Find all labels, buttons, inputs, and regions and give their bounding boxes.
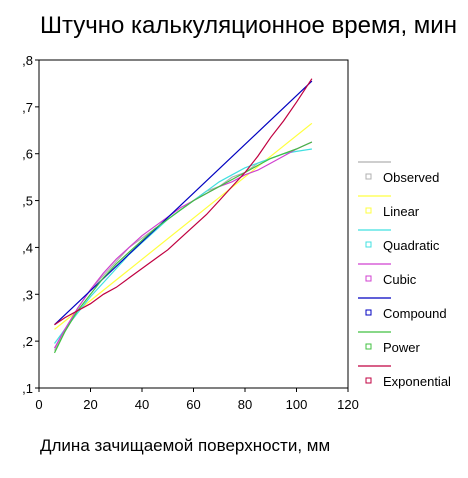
series-layer — [53, 78, 313, 354]
axes: 0 20 40 60 80 100 120 ,1 ,2 ,3 ,4 ,5 ,6 ,7 ,8 — [22, 53, 359, 412]
x-tick-label: 20 — [83, 397, 97, 412]
y-tick-label: ,1 — [22, 381, 33, 396]
x-tick-label: 100 — [286, 397, 308, 412]
y-tick-label: ,8 — [22, 53, 33, 68]
legend-label-power: Power — [383, 340, 421, 355]
y-tick-label: ,6 — [22, 147, 33, 162]
legend-label-exponential: Exponential — [383, 374, 451, 389]
legend-label-linear: Linear — [383, 204, 420, 219]
legend-marker-cubic — [365, 275, 372, 282]
series-line-observed — [53, 141, 313, 351]
x-tick-label: 80 — [238, 397, 252, 412]
chart-title: Штучно калькуляционное время, мин — [40, 12, 457, 39]
x-axis-label: Длина зачищаемой поверхности, мм — [40, 436, 331, 455]
legend-label-quadratic: Quadratic — [383, 238, 440, 253]
y-tick-label: ,5 — [22, 194, 33, 209]
y-tick-label: ,3 — [22, 287, 33, 302]
y-tick-label: ,4 — [22, 240, 33, 255]
series-line-quadratic — [54, 148, 312, 344]
legend-marker-compound — [365, 309, 372, 316]
legend-marker-observed — [365, 173, 372, 180]
series-line-cubic — [53, 141, 313, 349]
y-tick-label: ,2 — [22, 334, 33, 349]
x-tick-label: 40 — [135, 397, 149, 412]
series-line-exponential — [54, 78, 313, 326]
x-tick-label: 120 — [337, 397, 359, 412]
x-tick-label: 0 — [35, 397, 42, 412]
x-tick-label: 60 — [186, 397, 200, 412]
y-tick-label: ,7 — [22, 100, 33, 115]
series-line-linear — [54, 122, 313, 330]
legend-label-cubic: Cubic — [383, 272, 417, 287]
legend-label-compound: Compound — [383, 306, 447, 321]
legend: Observed Linear Quadratic Cubic Compound Powe… — [358, 161, 451, 389]
series-line-compound — [54, 80, 313, 326]
plot-frame — [38, 59, 349, 389]
legend-marker-linear — [365, 207, 372, 214]
legend-label-observed: Observed — [383, 170, 439, 185]
legend-marker-quadratic — [365, 241, 372, 248]
legend-marker-power — [365, 343, 372, 350]
series-line-power — [53, 141, 313, 354]
legend-marker-exponential — [365, 377, 372, 384]
